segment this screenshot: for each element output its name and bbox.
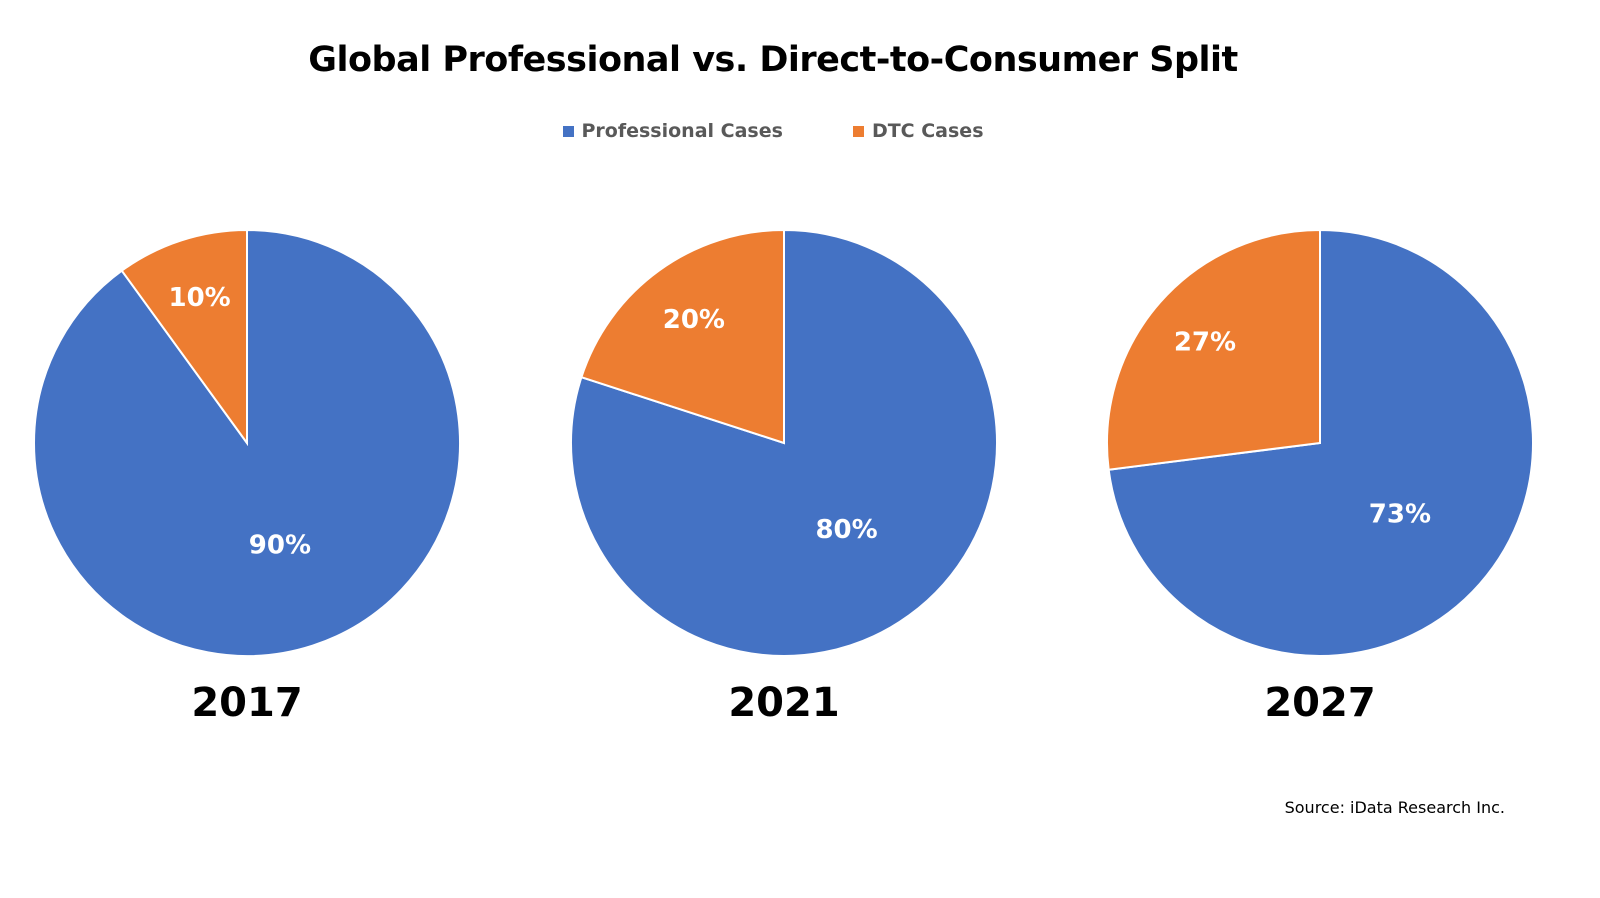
data-label-2021-dtc: 20% — [663, 305, 725, 335]
data-label-2017-dtc: 10% — [168, 283, 230, 313]
legend-item-dtc: DTC Cases — [852, 120, 984, 142]
legend-item-professional: Professional Cases — [562, 120, 783, 142]
data-label-2021-professional: 80% — [815, 515, 877, 545]
pie-slice-2021-dtc — [580, 228, 785, 445]
pie-slice-2027-dtc — [1106, 228, 1321, 471]
pie-slice-2017-dtc — [120, 228, 248, 447]
legend-swatch-professional — [562, 125, 574, 137]
data-label-2017-professional: 90% — [249, 530, 311, 560]
source-note: Source: iData Research Inc. — [1284, 798, 1505, 817]
chart-title: Global Professional vs. Direct-to-Consum… — [308, 40, 1238, 80]
pie-year-label-2017: 2017 — [191, 680, 302, 726]
data-label-2027-professional: 73% — [1369, 499, 1431, 529]
pie-year-label-2021: 2021 — [728, 680, 839, 726]
legend: Professional Cases DTC Cases — [0, 120, 1546, 142]
pie-year-label-2027: 2027 — [1264, 680, 1375, 726]
data-label-2027-dtc: 27% — [1174, 328, 1236, 358]
legend-label-dtc: DTC Cases — [871, 120, 984, 142]
legend-swatch-dtc — [852, 125, 864, 137]
legend-label-professional: Professional Cases — [581, 120, 783, 142]
